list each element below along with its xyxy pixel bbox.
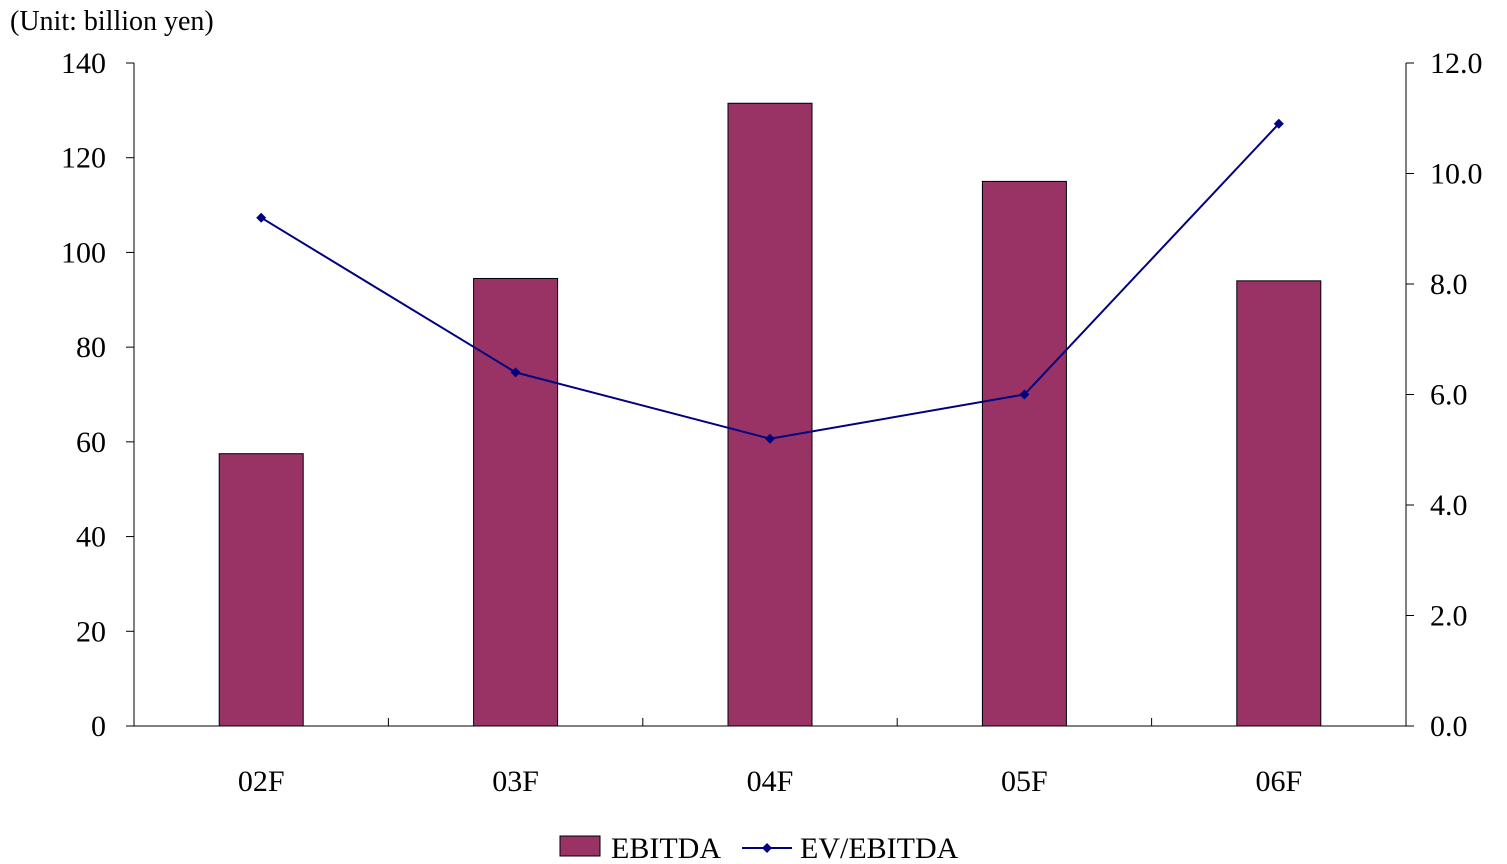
x-tick-label: 03F xyxy=(492,765,539,798)
bar xyxy=(218,453,304,727)
y-right-tick-label: 8.0 xyxy=(1430,268,1468,301)
y-right-tick-label: 6.0 xyxy=(1430,379,1468,412)
line-point xyxy=(1273,118,1284,129)
y-left-tick-label: 0 xyxy=(91,710,106,743)
y-right-tick-label: 12.0 xyxy=(1430,47,1483,80)
y-left-tick-label: 140 xyxy=(61,47,106,80)
y-right-tick-label: 10.0 xyxy=(1430,158,1483,191)
y-right-tick-label: 2.0 xyxy=(1430,600,1468,633)
y-left-tick-label: 100 xyxy=(61,236,106,269)
legend-label-line: EV/EBITDA xyxy=(800,832,959,864)
legend: EBITDA EV/EBITDA xyxy=(559,832,959,864)
bar xyxy=(473,277,559,727)
y-left-tick-label: 80 xyxy=(76,331,106,364)
unit-label: (Unit: billion yen) xyxy=(10,6,214,37)
bar xyxy=(1236,280,1322,727)
line-point xyxy=(510,367,521,378)
line-point xyxy=(256,212,267,223)
bar xyxy=(981,180,1067,727)
y-left-tick-label: 40 xyxy=(76,521,106,554)
legend-swatch-marker xyxy=(762,843,772,853)
x-tick-label: 04F xyxy=(747,765,794,798)
x-tick-label: 05F xyxy=(1001,765,1048,798)
bar-series xyxy=(218,102,1322,727)
legend-swatch-bar xyxy=(559,835,601,857)
y-left-tick-label: 60 xyxy=(76,426,106,459)
line-series xyxy=(256,118,1284,444)
line-point xyxy=(765,433,775,444)
legend-label-bar: EBITDA xyxy=(611,832,721,864)
y-left-tick-label: 20 xyxy=(76,615,106,648)
bar xyxy=(727,102,813,727)
y-right-tick-label: 4.0 xyxy=(1430,489,1468,522)
line-point xyxy=(1019,389,1030,400)
x-tick-label: 02F xyxy=(238,765,285,798)
y-right-tick-label: 0.0 xyxy=(1430,710,1468,743)
x-tick-label: 06F xyxy=(1255,765,1302,798)
y-left-tick-label: 120 xyxy=(61,142,106,175)
axes: 0 20 40 60 80 100 120 140 0.0 2.0 4.0 6.0 8.0 10.0 12.… xyxy=(61,47,1483,798)
